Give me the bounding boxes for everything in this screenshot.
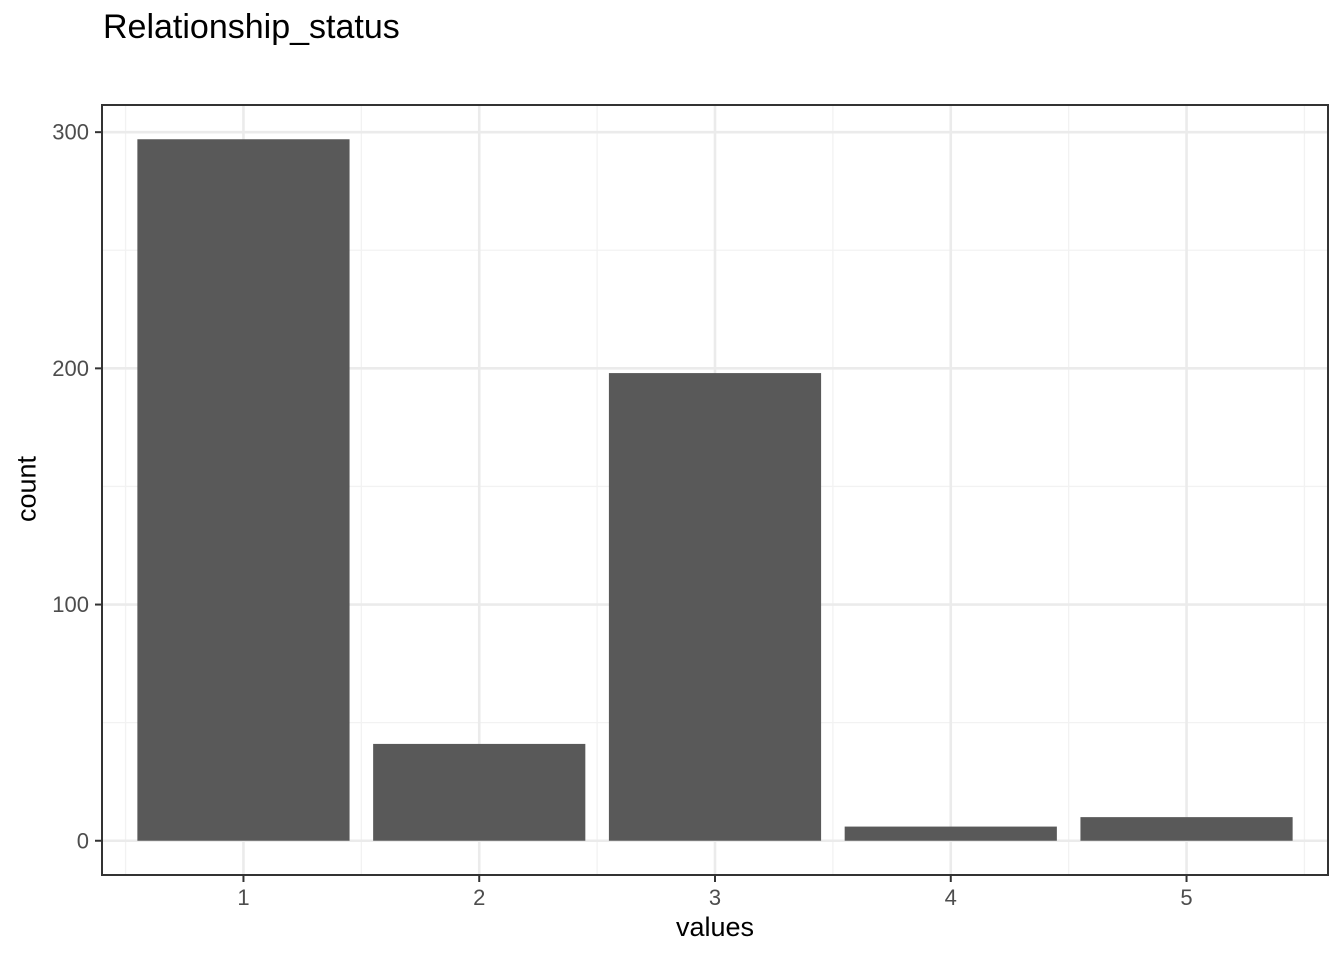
bar-2 (373, 743, 586, 841)
x-tick-label: 5 (1180, 885, 1192, 910)
bar-1 (137, 139, 350, 841)
y-tick-label: 0 (77, 828, 89, 853)
x-tick-label: 3 (709, 885, 721, 910)
y-tick-label: 300 (52, 120, 89, 145)
bar-3 (608, 373, 822, 841)
chart-title: Relationship_status (103, 8, 400, 46)
x-axis-label: values (675, 912, 755, 942)
y-tick-label: 200 (52, 356, 89, 381)
x-tick-label: 2 (473, 885, 485, 910)
x-tick-label: 4 (945, 885, 957, 910)
y-tick-label: 100 (52, 592, 89, 617)
bar-5 (1080, 817, 1293, 841)
bar-4 (844, 826, 1057, 841)
x-tick-label: 1 (237, 885, 249, 910)
